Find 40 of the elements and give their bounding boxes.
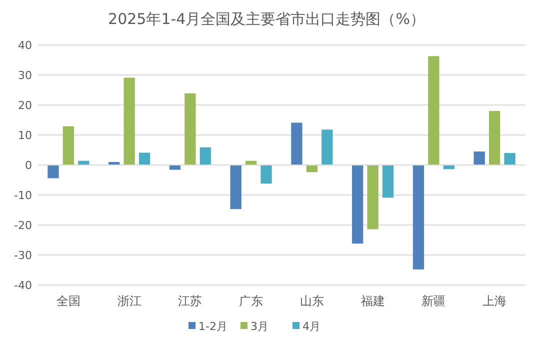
x-tick-label: 浙江 <box>117 294 142 308</box>
legend-label: 3月 <box>250 320 268 333</box>
bar <box>124 78 135 165</box>
bar <box>504 153 516 165</box>
y-tick-label: 20 <box>18 99 32 112</box>
legend-label: 4月 <box>302 320 320 333</box>
y-tick-label: -10 <box>14 189 32 202</box>
bar <box>169 165 181 170</box>
bar <box>138 152 150 165</box>
bar <box>48 165 59 178</box>
bar <box>200 147 211 165</box>
bar <box>382 165 394 198</box>
y-tick-label: 0 <box>25 159 32 172</box>
x-tick-label: 广东 <box>239 294 264 308</box>
bar <box>322 130 333 165</box>
bar <box>428 56 440 165</box>
y-tick-label: 10 <box>18 129 32 142</box>
chart-title: 2025年1-4月全国及主要省市出口走势图（%） <box>108 10 425 28</box>
x-tick-label: 山东 <box>300 294 324 308</box>
x-tick-label: 福建 <box>360 294 385 308</box>
bar <box>488 111 500 165</box>
y-tick-label: -30 <box>14 249 32 262</box>
bar <box>291 122 302 165</box>
bar <box>230 165 242 210</box>
legend-label: 1-2月 <box>198 320 228 333</box>
x-tick-label: 上海 <box>482 294 507 308</box>
bar <box>474 152 485 165</box>
bar <box>184 93 196 165</box>
x-tick-label: 全国 <box>56 294 80 308</box>
bar <box>352 165 364 244</box>
bar <box>260 165 272 184</box>
bar <box>62 126 74 165</box>
x-tick-label: 新疆 <box>422 294 446 308</box>
y-tick-label: -40 <box>14 279 32 292</box>
bar <box>412 165 424 270</box>
bar <box>367 165 378 230</box>
y-tick-label: 30 <box>18 69 32 82</box>
x-tick-label: 江苏 <box>178 294 202 308</box>
y-tick-label: -20 <box>14 219 32 232</box>
y-tick-label: 40 <box>18 39 32 52</box>
